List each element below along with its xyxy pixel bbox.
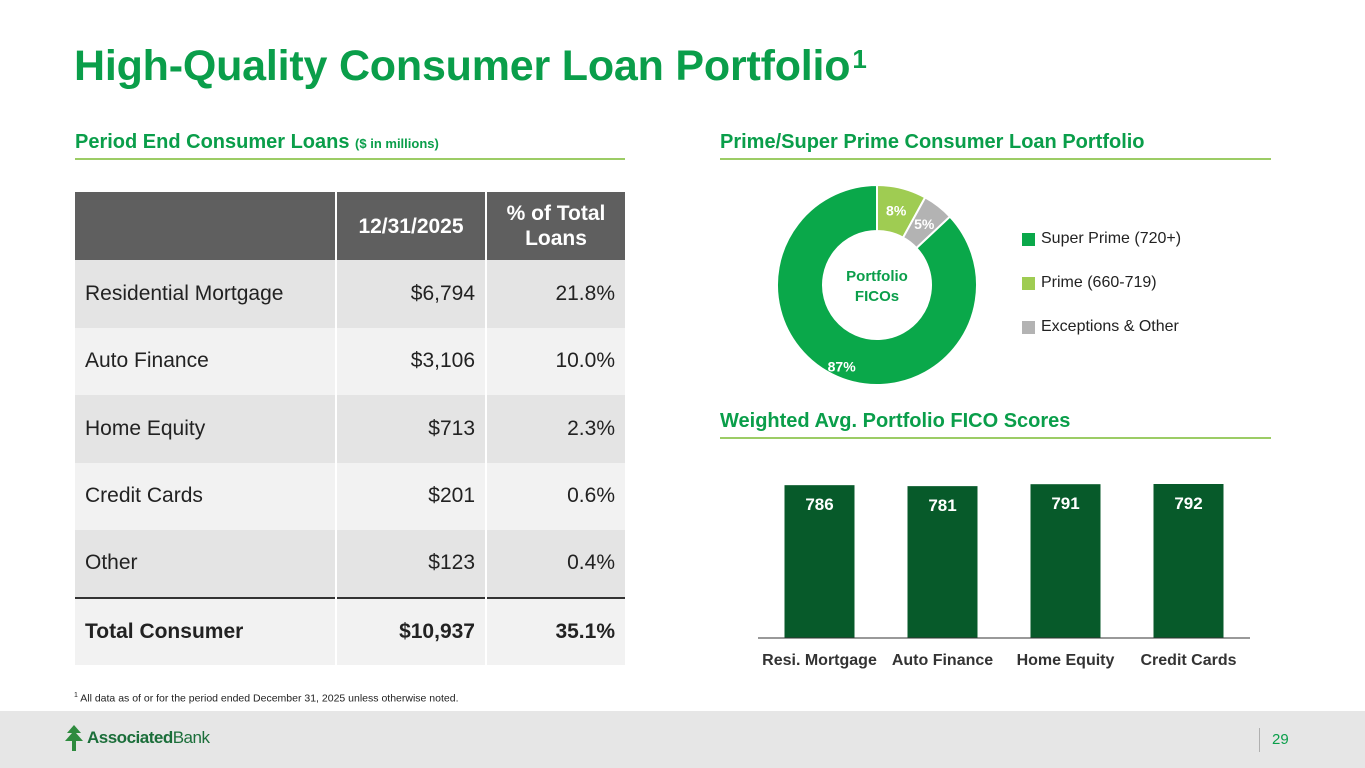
row-value: $201 (336, 462, 487, 530)
table-header-date: 12/31/2025 (336, 192, 487, 260)
table-header-row: 12/31/2025 % of Total Loans (75, 192, 625, 260)
donut-chart-svg: 87% 8% 5% (776, 183, 978, 386)
consumer-loans-heading: Period End Consumer Loans ($ in millions… (75, 131, 625, 160)
donut-center-line-2: FICOs (854, 288, 900, 305)
donut-center-line-1: Portfolio (846, 268, 908, 285)
legend-swatch-super-prime (1022, 232, 1035, 246)
page-number: 29 (1272, 731, 1289, 748)
row-value: $6,794 (336, 260, 487, 328)
table-row: Residential Mortgage $6,794 21.8% (75, 260, 625, 328)
consumer-loans-table: 12/31/2025 % of Total Loans Residential … (75, 192, 625, 665)
total-value: $10,937 (336, 596, 487, 665)
legend-swatch-prime (1022, 276, 1035, 290)
donut-label-exceptions: 5% (914, 216, 935, 232)
donut-label-super-prime: 87% (828, 359, 857, 375)
bar-value-label: 792 (1174, 494, 1202, 513)
table-row: Other $123 0.4% (75, 530, 625, 598)
donut-chart: 87% 8% 5% Portfolio FICOs (775, 183, 979, 387)
legend-label-super-prime: Super Prime (720+) (1041, 230, 1182, 247)
bar-value-label: 791 (1051, 494, 1079, 513)
fico-bar-chart: 786 Resi. Mortgage 781 Auto Finance 791 Home … (758, 484, 1250, 669)
legend-swatch-exceptions (1022, 320, 1035, 334)
consumer-loans-heading-text: Period End Consumer Loans (75, 131, 350, 153)
row-pct: 2.3% (486, 395, 625, 463)
row-value: $123 (336, 530, 487, 598)
legend-item-prime: Prime (660-719) (1022, 272, 1181, 294)
consumer-loans-subheading: ($ in millions) (355, 136, 439, 151)
fico-portfolio-heading: Prime/Super Prime Consumer Loan Portfoli… (720, 131, 1271, 160)
page-title-text: High-Quality Consumer Loan Portfolio (74, 42, 851, 90)
table-row: Home Equity $713 2.3% (75, 395, 625, 463)
bar-category-label: Resi. Mortgage (762, 652, 877, 669)
tree-logo-icon (65, 725, 83, 751)
fico-scores-heading-text: Weighted Avg. Portfolio FICO Scores (720, 410, 1071, 432)
bar-resi-mortgage (784, 485, 855, 638)
bar-auto-finance (907, 486, 978, 638)
footnote-text: All data as of or for the period ended D… (80, 692, 459, 705)
table-row: Auto Finance $3,106 10.0% (75, 327, 625, 395)
legend-item-super-prime: Super Prime (720+) (1022, 228, 1181, 250)
bar-category-label: Credit Cards (1140, 652, 1236, 669)
row-pct: 21.8% (486, 260, 625, 328)
row-category: Residential Mortgage (75, 260, 337, 328)
row-pct: 0.6% (486, 462, 625, 530)
footnote: 1 All data as of or for the period ended… (74, 692, 459, 705)
brand-name-bold: Associated (87, 728, 173, 747)
bar-category-label: Auto Finance (892, 652, 993, 669)
legend-label-prime: Prime (660-719) (1041, 274, 1157, 291)
bar-credit-cards (1153, 484, 1224, 638)
title-footnote-marker: 1 (852, 44, 867, 74)
donut-label-prime: 8% (886, 202, 907, 218)
legend-item-exceptions: Exceptions & Other (1022, 316, 1181, 338)
brand-name: AssociatedBank (87, 728, 210, 748)
bar-value-label: 781 (928, 496, 956, 515)
row-pct: 10.0% (486, 327, 625, 395)
fico-scores-heading: Weighted Avg. Portfolio FICO Scores (720, 410, 1271, 439)
fico-portfolio-heading-text: Prime/Super Prime Consumer Loan Portfoli… (720, 131, 1145, 153)
total-category: Total Consumer (75, 596, 337, 665)
table-header-category (75, 192, 337, 260)
donut-legend: Super Prime (720+) Prime (660-719) Excep… (1022, 228, 1181, 360)
footer: AssociatedBank 29 (0, 711, 1365, 768)
table-row: Credit Cards $201 0.6% (75, 462, 625, 530)
brand-logo: AssociatedBank (63, 725, 210, 751)
row-category: Auto Finance (75, 327, 337, 395)
row-pct: 0.4% (486, 530, 625, 598)
donut-center-label: Portfolio FICOs (775, 267, 979, 307)
bar-category-label: Home Equity (1017, 652, 1115, 669)
donut-slice-super-prime (776, 183, 978, 386)
donut-slice-exceptions (901, 196, 952, 250)
bar-home-equity (1030, 484, 1101, 638)
brand-name-light: Bank (172, 728, 210, 747)
row-value: $3,106 (336, 327, 487, 395)
row-value: $713 (336, 395, 487, 463)
page-title: High-Quality Consumer Loan Portfolio1 (74, 42, 867, 91)
total-pct: 35.1% (486, 596, 625, 665)
footnote-marker: 1 (74, 692, 78, 699)
row-category: Home Equity (75, 395, 337, 463)
bar-value-label: 786 (805, 495, 833, 514)
row-category: Credit Cards (75, 462, 337, 530)
table-total-row: Total Consumer $10,937 35.1% (75, 596, 625, 665)
legend-label-exceptions: Exceptions & Other (1041, 318, 1179, 335)
row-category: Other (75, 530, 337, 598)
table-header-pct: % of Total Loans (486, 192, 625, 260)
page-number-divider (1259, 728, 1260, 752)
